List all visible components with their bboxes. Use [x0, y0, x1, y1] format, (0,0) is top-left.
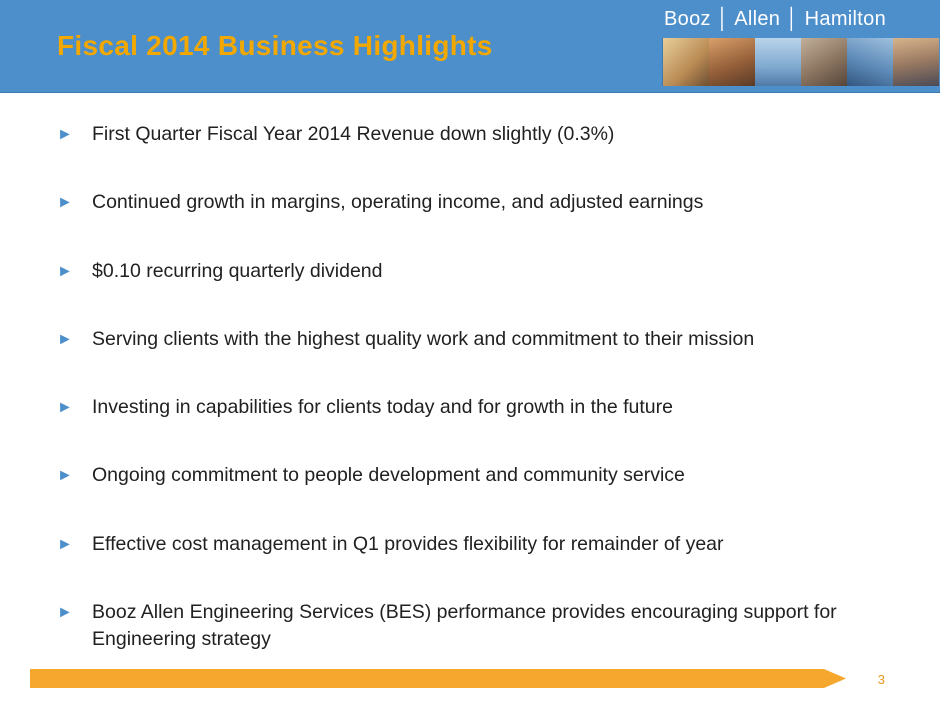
bullet-arrow-icon: ►	[57, 535, 73, 553]
bullet-item: ► Continued growth in margins, operating…	[57, 189, 889, 216]
bullet-text: Booz Allen Engineering Services (BES) pe…	[92, 601, 837, 651]
bullet-arrow-icon: ►	[57, 262, 73, 280]
logo-block: Booz │ Allen │ Hamilton	[662, 8, 940, 86]
bullet-item: ► First Quarter Fiscal Year 2014 Revenue…	[57, 121, 889, 148]
bullet-arrow-icon: ►	[57, 604, 73, 622]
bullet-item: ► Booz Allen Engineering Services (BES) …	[57, 599, 889, 654]
photo-segment	[663, 38, 709, 86]
bullet-arrow-icon: ►	[57, 330, 73, 348]
bullet-text: $0.10 recurring quarterly dividend	[92, 259, 383, 282]
bullet-item: ► $0.10 recurring quarterly dividend	[57, 258, 889, 285]
bullet-item: ► Investing in capabilities for clients …	[57, 394, 889, 421]
bullet-list: ► First Quarter Fiscal Year 2014 Revenue…	[57, 121, 889, 654]
bullet-arrow-icon: ►	[57, 126, 73, 143]
bullet-item: ► Effective cost management in Q1 provid…	[57, 531, 889, 558]
photo-segment	[755, 38, 801, 86]
page-number: 3	[877, 672, 885, 687]
bullet-text: First Quarter Fiscal Year 2014 Revenue d…	[92, 123, 615, 145]
photo-segment	[801, 38, 847, 86]
company-logo: Booz │ Allen │ Hamilton	[664, 8, 886, 30]
bullet-arrow-icon: ►	[57, 194, 73, 212]
bullet-text: Effective cost management in Q1 provides…	[92, 532, 724, 555]
bullet-arrow-icon: ►	[57, 399, 73, 417]
header-band: Fiscal 2014 Business Highlights Booz │ A…	[0, 0, 940, 93]
bullet-text: Continued growth in margins, operating i…	[92, 191, 704, 214]
photo-collage	[662, 38, 939, 86]
photo-segment	[893, 38, 939, 86]
photo-segment	[847, 38, 893, 86]
footer-arrow-bar	[30, 669, 846, 688]
photo-segment	[709, 38, 755, 86]
bullet-text: Ongoing commitment to people development…	[92, 464, 685, 487]
bullet-text: Investing in capabilities for clients to…	[92, 396, 673, 419]
bullet-item: ► Serving clients with the highest quali…	[57, 326, 889, 353]
bullet-item: ► Ongoing commitment to people developme…	[57, 462, 889, 489]
bullet-arrow-icon: ►	[57, 467, 73, 485]
bullet-text: Serving clients with the highest quality…	[92, 327, 755, 350]
slide-title: Fiscal 2014 Business Highlights	[57, 30, 493, 61]
